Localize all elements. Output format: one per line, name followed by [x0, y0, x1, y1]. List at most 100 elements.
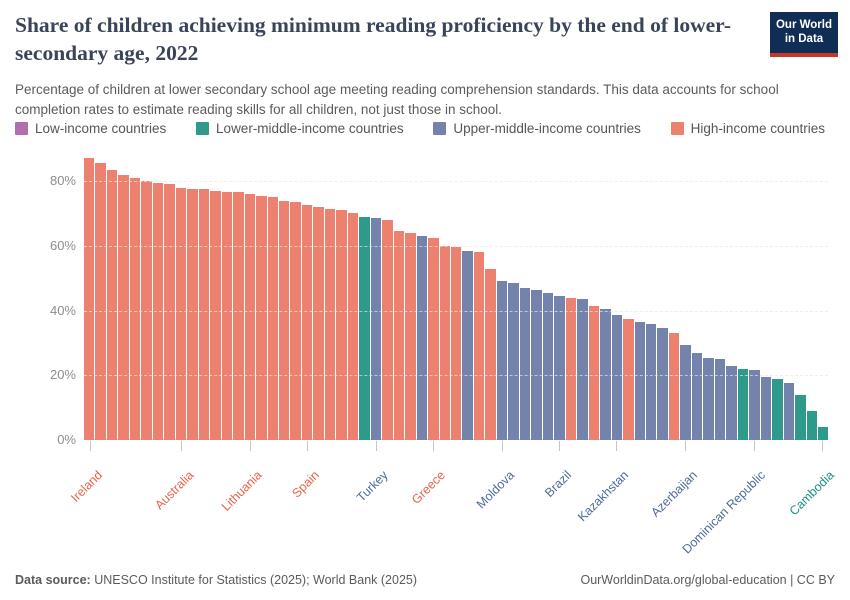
owid-license-link[interactable]: OurWorldinData.org/global-education | CC… — [580, 573, 835, 587]
chart-subtitle: Percentage of children at lower secondar… — [15, 82, 779, 117]
bar-4[interactable] — [118, 174, 129, 440]
bar-48[interactable] — [623, 318, 634, 440]
bar-41[interactable] — [542, 292, 554, 440]
bar-55[interactable] — [703, 357, 714, 440]
x-tick-turkey — [375, 441, 377, 451]
legend-label: Lower-middle-income countries — [216, 121, 404, 136]
bar-54[interactable] — [691, 352, 703, 440]
bar-64[interactable] — [806, 410, 817, 440]
bar-36[interactable] — [485, 268, 496, 440]
legend-item-low-income[interactable]: Low-income countries — [15, 121, 166, 136]
bar-34[interactable] — [462, 250, 473, 440]
x-axis-label-spain: Spain — [289, 468, 323, 501]
gridline-overlay-40 — [84, 310, 828, 312]
bar-10[interactable] — [187, 189, 198, 440]
legend-item-upper-middle-income[interactable]: Upper-middle-income countries — [433, 121, 641, 136]
bar-40[interactable] — [531, 289, 542, 440]
bar-17[interactable] — [267, 197, 278, 440]
legend-label: Low-income countries — [35, 121, 167, 136]
bar-38[interactable] — [508, 283, 519, 440]
bar-14[interactable] — [233, 192, 244, 440]
bar-50[interactable] — [645, 323, 657, 440]
y-axis-label-40: 40% — [49, 302, 76, 318]
bar-45[interactable] — [588, 305, 600, 440]
bar-12[interactable] — [210, 190, 221, 440]
y-axis-label-80: 80% — [49, 173, 76, 189]
bar-26[interactable] — [370, 218, 382, 440]
bar-53[interactable] — [680, 344, 691, 440]
x-tick-cambodia — [822, 441, 824, 451]
bar-61[interactable] — [772, 378, 783, 440]
legend-label: High-income countries — [690, 121, 825, 136]
bar-25[interactable] — [359, 216, 370, 440]
bar-31[interactable] — [428, 237, 439, 440]
bar-49[interactable] — [634, 321, 645, 440]
data-source-label: Data source: — [15, 573, 91, 587]
bar-24[interactable] — [347, 213, 359, 440]
data-source-note: Data source: UNESCO Institute for Statis… — [15, 573, 417, 587]
bar-37[interactable] — [496, 281, 508, 440]
bar-21[interactable] — [313, 207, 324, 440]
bar-20[interactable] — [301, 205, 313, 440]
owid-logo: Our World in Data — [770, 12, 838, 57]
bar-47[interactable] — [611, 315, 623, 440]
bar-51[interactable] — [657, 328, 668, 440]
bar-46[interactable] — [600, 308, 611, 440]
x-tick-greece — [433, 441, 435, 451]
owid-logo-line2: in Data — [784, 32, 824, 45]
bar-18[interactable] — [278, 200, 290, 440]
x-axis-label-greece: Greece — [409, 468, 449, 507]
bar-23[interactable] — [336, 210, 347, 440]
bar-1[interactable] — [84, 158, 95, 440]
legend-item-high-income[interactable]: High-income countries — [670, 121, 825, 136]
bar-43[interactable] — [565, 297, 577, 440]
bar-15[interactable] — [244, 194, 256, 440]
bar-16[interactable] — [256, 195, 267, 440]
bar-28[interactable] — [393, 231, 405, 440]
owid-logo-line1: Our World — [775, 19, 832, 31]
bar-9[interactable] — [175, 187, 187, 440]
legend-swatch-upper-middle-income — [433, 122, 447, 135]
x-axis-label-lithuania: Lithuania — [219, 468, 265, 514]
bar-63[interactable] — [795, 394, 806, 440]
x-axis-label-turkey: Turkey — [354, 468, 391, 505]
bar-57[interactable] — [726, 365, 737, 440]
bar-30[interactable] — [416, 236, 428, 440]
x-axis-label-cambodia: Cambodia — [786, 468, 838, 519]
bar-8[interactable] — [164, 184, 175, 440]
x-tick-moldova — [501, 441, 503, 451]
bar-2[interactable] — [95, 163, 106, 440]
bar-35[interactable] — [473, 252, 485, 440]
bar-58[interactable] — [737, 368, 749, 440]
bar-65[interactable] — [818, 427, 829, 440]
bar-52[interactable] — [668, 333, 680, 440]
bar-60[interactable] — [760, 376, 772, 440]
bar-29[interactable] — [405, 232, 416, 440]
bars-container — [84, 150, 829, 440]
data-source-text: UNESCO Institute for Statistics (2025); … — [90, 573, 418, 587]
bar-3[interactable] — [106, 169, 118, 440]
bar-44[interactable] — [577, 299, 588, 440]
x-tick-ireland — [89, 441, 91, 451]
legend-swatch-high-income — [670, 122, 684, 135]
y-axis-label-60: 60% — [49, 237, 76, 253]
bar-42[interactable] — [554, 296, 565, 440]
bar-11[interactable] — [198, 189, 210, 440]
legend-swatch-low-income — [15, 122, 28, 135]
bar-59[interactable] — [749, 370, 760, 440]
legend-item-lower-middle-income[interactable]: Lower-middle-income countries — [196, 121, 404, 136]
bar-5[interactable] — [129, 177, 141, 440]
x-axis-label-ireland: Ireland — [67, 468, 105, 505]
bar-22[interactable] — [324, 208, 336, 440]
bar-39[interactable] — [519, 287, 531, 440]
bar-27[interactable] — [382, 219, 393, 440]
bar-56[interactable] — [714, 359, 726, 440]
bar-13[interactable] — [221, 192, 233, 440]
bar-19[interactable] — [290, 202, 301, 440]
bar-33[interactable] — [451, 247, 462, 440]
bar-32[interactable] — [439, 245, 450, 440]
bar-62[interactable] — [783, 383, 795, 440]
y-axis-label-20: 20% — [49, 367, 76, 383]
x-tick-azerbaijan — [684, 441, 686, 451]
